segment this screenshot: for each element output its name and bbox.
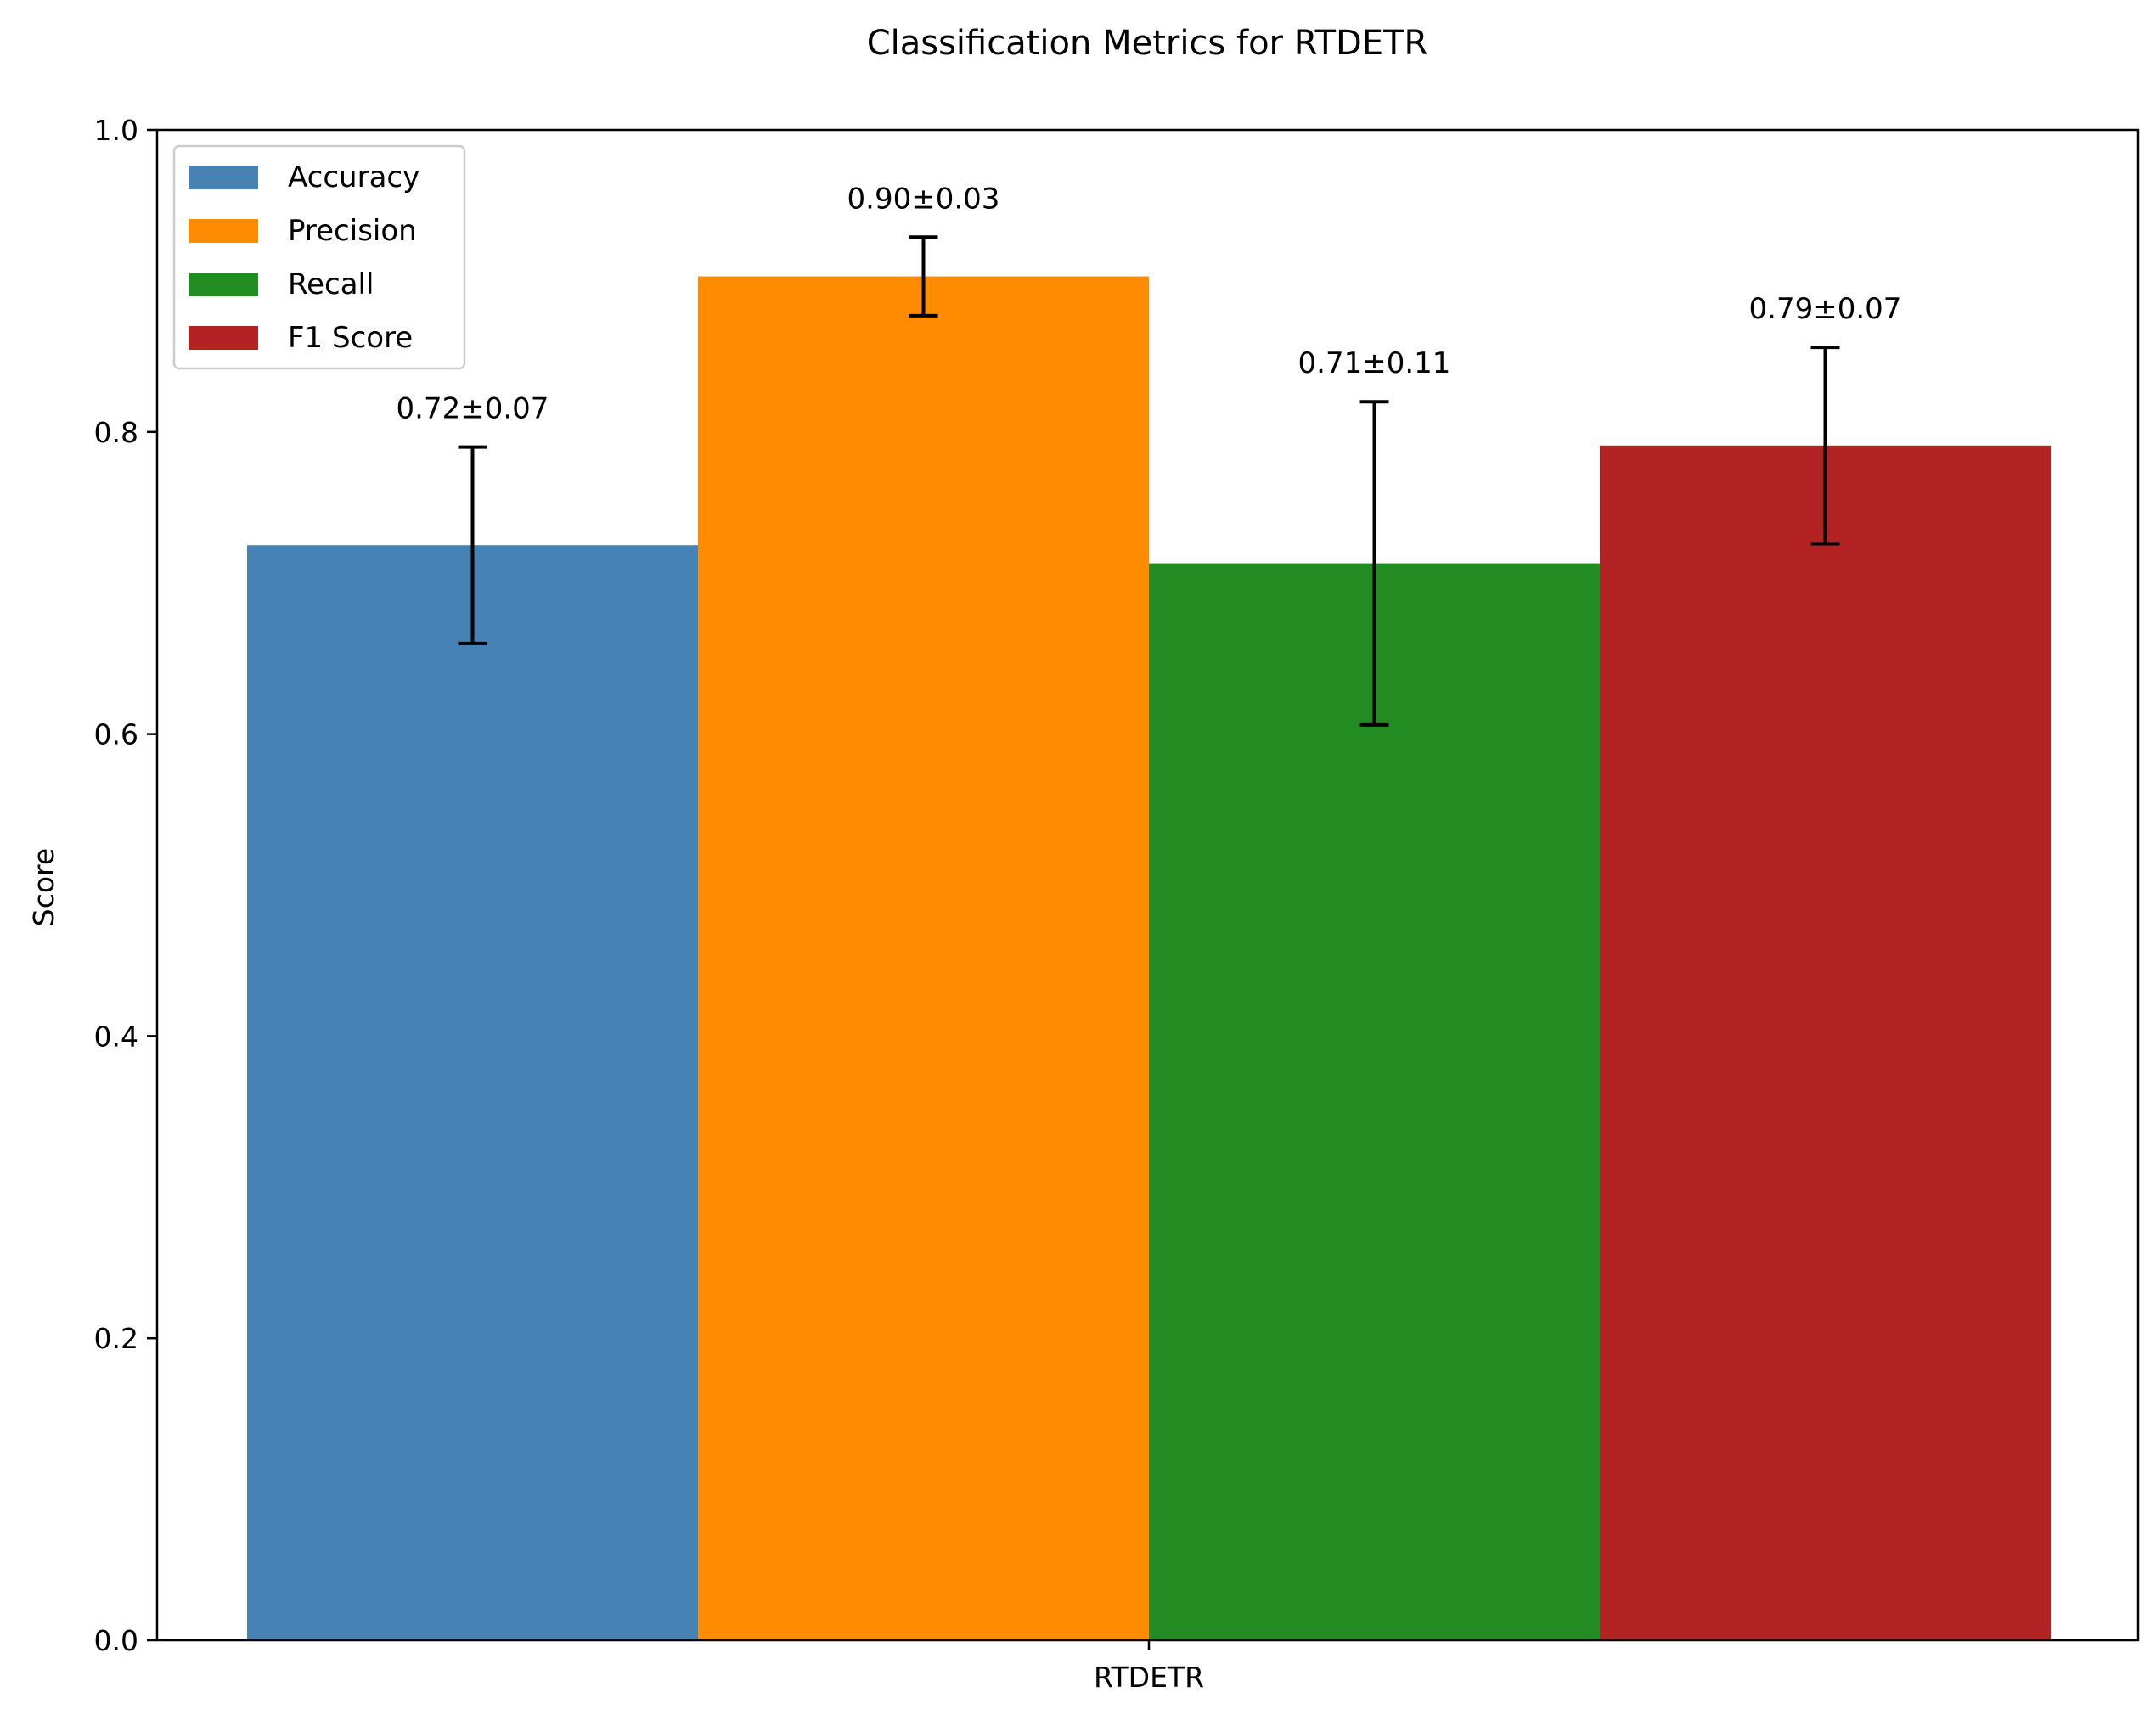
legend-item-accuracy: Accuracy [189,160,419,194]
value-label-f1-score: 0.79±0.07 [1749,292,1902,326]
legend-swatch [189,166,258,189]
error-bar-accuracy [458,445,487,645]
error-bar-recall [1359,400,1389,727]
legend-swatch [189,219,258,243]
y-tick-label: 1.0 [94,114,138,147]
legend-swatch [189,273,258,296]
legend-item-recall: Recall [189,267,374,301]
y-tick-label: 0.2 [94,1322,138,1355]
x-axis: RTDETR [1094,1640,1204,1694]
error-bar-f1-score [1810,346,1840,546]
value-label-recall: 0.71±0.11 [1298,346,1451,380]
plot-frame [155,128,2140,1642]
error-bars-layer [458,235,1840,727]
y-tick-label: 0.6 [94,718,138,751]
x-tick-label: RTDETR [1094,1661,1204,1694]
y-tick-label: 0.4 [94,1020,138,1053]
legend-item-precision: Precision [189,214,417,248]
bar-accuracy [247,545,698,1640]
y-tick-label: 0.8 [94,416,138,449]
chart-title: Classification Metrics for RTDETR [867,24,1428,63]
value-label-precision: 0.90±0.03 [847,182,1000,216]
bars-layer [247,276,2051,1640]
y-axis: 0.0 0.2 0.4 0.6 0.8 1.0 [94,114,157,1657]
legend: Accuracy Precision Recall F1 Score [172,144,466,370]
legend-label: Precision [288,214,417,248]
error-bar-precision [909,235,938,318]
bar-recall [1149,563,1600,1640]
bar-f1-score [1600,445,2051,1640]
legend-label: F1 Score [288,321,413,355]
legend-label: Accuracy [288,160,419,194]
legend-swatch [189,326,258,350]
y-axis-label: Score [27,848,60,926]
y-tick-label: 0.0 [94,1624,138,1657]
legend-label: Recall [288,267,374,301]
value-label-accuracy: 0.72±0.07 [397,392,549,426]
legend-item-f1-score: F1 Score [189,321,413,355]
value-labels-layer: 0.72±0.07 0.90±0.03 0.71±0.11 0.79±0.07 [397,182,1902,425]
legend-frame [172,144,466,370]
bar-precision [698,276,1149,1640]
